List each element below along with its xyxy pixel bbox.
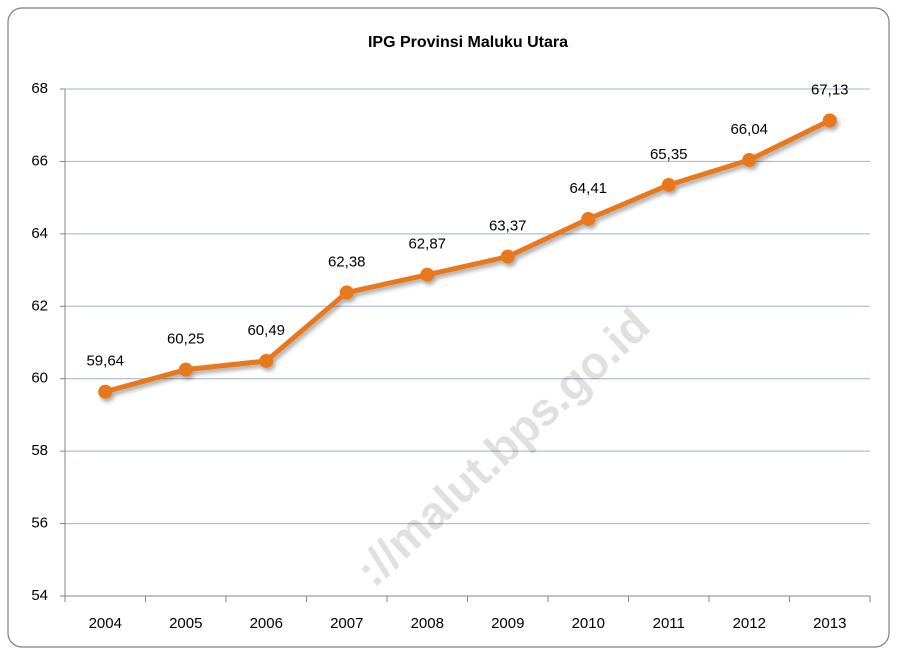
marker	[339, 285, 354, 300]
data-label: 60,49	[247, 322, 285, 339]
y-tick-label: 64	[31, 225, 48, 242]
data-label: 62,38	[328, 253, 366, 270]
data-label: 67,13	[811, 81, 849, 98]
chart-border	[7, 7, 890, 648]
y-tick-label: 62	[31, 297, 48, 314]
x-tick-label: 2007	[330, 615, 363, 632]
marker	[661, 177, 676, 192]
data-label: 65,35	[650, 146, 688, 163]
data-label: 63,37	[489, 218, 527, 235]
y-tick-label: 66	[31, 152, 48, 169]
y-tick-label: 56	[31, 515, 48, 532]
x-tick-label: 2009	[491, 615, 524, 632]
x-tick-label: 2011	[653, 615, 685, 632]
marker	[581, 212, 596, 227]
x-tick-label: 2005	[169, 615, 202, 632]
x-tick-label: 2012	[733, 615, 766, 632]
marker	[259, 353, 274, 368]
line	[104, 118, 831, 395]
x-tick-label: 2004	[89, 615, 122, 632]
x-tick-label: 2006	[250, 615, 283, 632]
data-label: 66,04	[730, 121, 768, 138]
y-tick-label: 58	[31, 442, 48, 459]
y-tick-label: 60	[31, 370, 48, 387]
x-tick-label: 2008	[411, 615, 444, 632]
data-label: 62,87	[408, 236, 446, 253]
series	[98, 113, 837, 399]
marker	[742, 152, 757, 167]
x-tick-label: 2010	[572, 615, 605, 632]
y-tick-label: 54	[31, 587, 48, 604]
marker	[500, 249, 515, 264]
marker	[420, 267, 435, 282]
marker	[822, 113, 837, 128]
chart-title: IPG Provinsi Maluku Utara	[368, 34, 568, 51]
data-label: 59,64	[86, 353, 124, 370]
marker	[98, 384, 113, 399]
y-tick-label: 68	[31, 80, 48, 97]
data-label: 60,25	[167, 331, 205, 348]
data-label: 64,41	[569, 180, 607, 197]
marker	[178, 362, 193, 377]
x-tick-label: 2013	[813, 615, 846, 632]
